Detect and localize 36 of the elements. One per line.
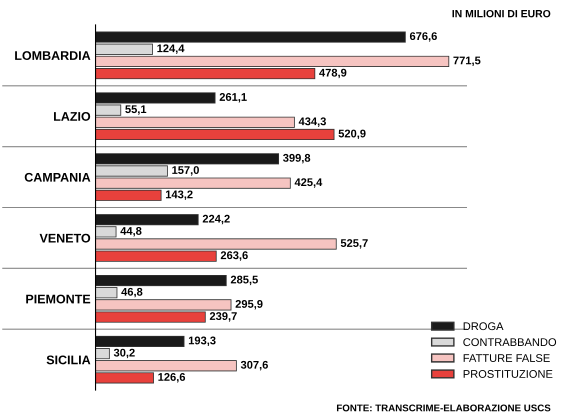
data-label: 263,6 xyxy=(220,251,248,261)
data-label: 55,1 xyxy=(125,105,146,115)
data-label: 46,8 xyxy=(121,288,142,298)
data-label: 295,9 xyxy=(236,300,263,310)
y-tick-label: LAZIO xyxy=(54,112,90,121)
data-label: 44,8 xyxy=(120,226,142,236)
data-label: 126,6 xyxy=(158,373,186,383)
legend-label: CONTRABBANDO xyxy=(463,338,556,346)
source-note: FONTE: TRANSCRIME-ELABORAZIONE USCS xyxy=(336,404,550,412)
data-label: 525,7 xyxy=(340,239,368,249)
data-label: 239,7 xyxy=(210,312,237,322)
legend-label: PROSTITUZIONE xyxy=(464,370,552,378)
data-label: 307,6 xyxy=(240,360,268,370)
data-label: 285,5 xyxy=(230,276,258,286)
y-tick-label: LOMBARDIA xyxy=(15,51,90,60)
data-label: 520,9 xyxy=(338,130,366,140)
data-label: 124,4 xyxy=(157,44,184,54)
y-tick-label: CAMPANIA xyxy=(24,172,90,182)
data-label: 261,1 xyxy=(220,93,247,103)
text: IN MILIONI DI EURO xyxy=(452,10,550,18)
data-label: 425,4 xyxy=(294,178,322,188)
y-tick-label: PIEMONTE xyxy=(26,294,90,304)
data-label: 478,9 xyxy=(319,68,346,78)
legend-label: DROGA xyxy=(464,322,504,330)
data-label: 771,5 xyxy=(453,56,480,66)
legend-label: FATTURE FALSE xyxy=(464,354,550,362)
data-label: 399,8 xyxy=(283,154,310,164)
data-label: 30,2 xyxy=(114,348,135,358)
data-label: 143,2 xyxy=(166,190,193,200)
data-label: 676,6 xyxy=(410,32,437,42)
data-label: 224,2 xyxy=(202,214,230,224)
y-tick-label: VENETO xyxy=(40,234,90,243)
data-label: 434,3 xyxy=(298,117,326,127)
y-tick-label: SICILIA xyxy=(46,355,90,364)
data-label: 157,0 xyxy=(172,166,199,176)
data-label: 193,3 xyxy=(188,336,216,346)
